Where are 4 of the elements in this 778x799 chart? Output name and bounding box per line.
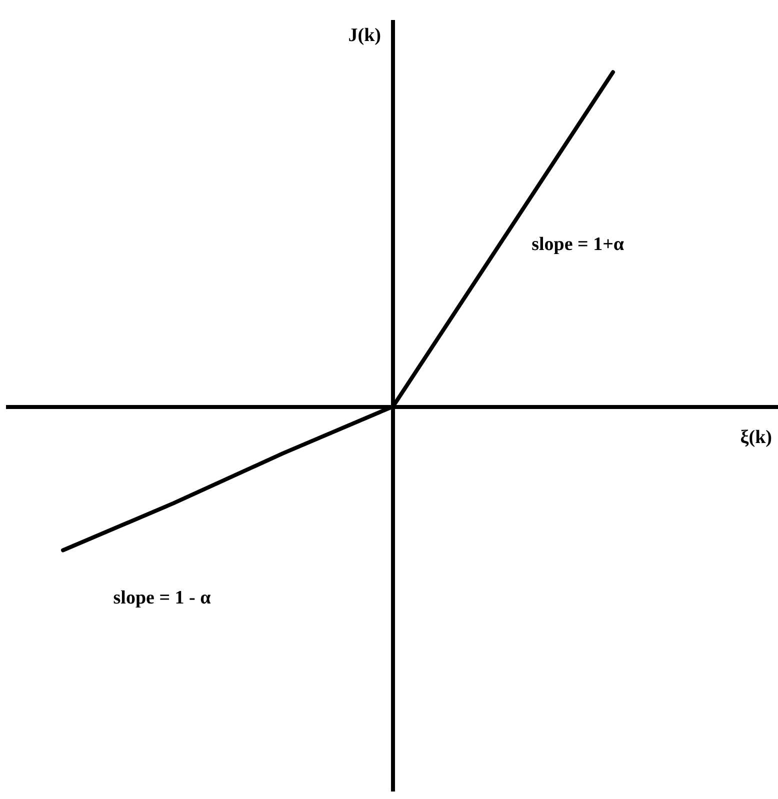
text: slope = 1 - α <box>113 588 212 609</box>
annotation: slope = 1+α <box>532 234 624 255</box>
y-axis-title: J(k) <box>348 24 381 46</box>
x-axis-title: ξ(k) <box>740 426 772 448</box>
